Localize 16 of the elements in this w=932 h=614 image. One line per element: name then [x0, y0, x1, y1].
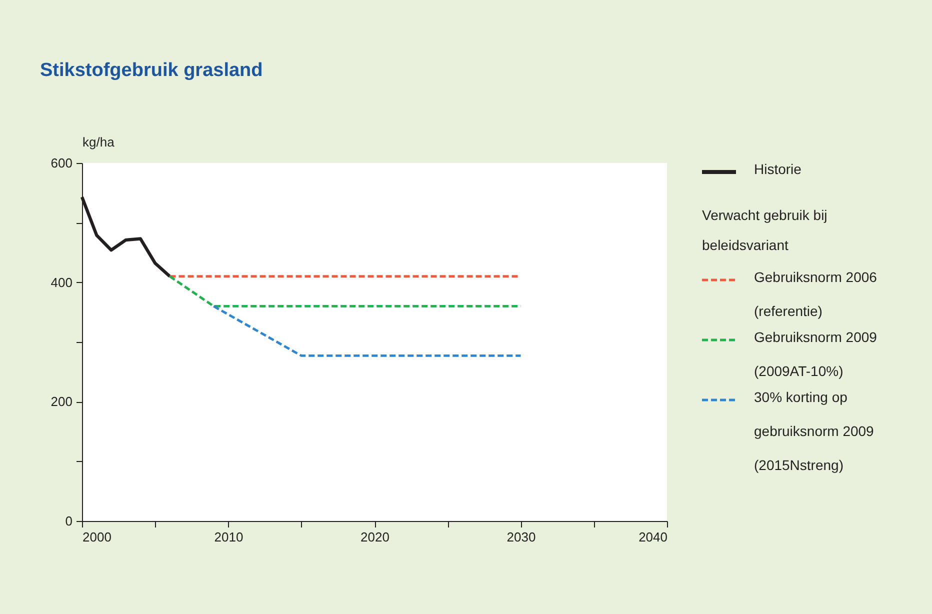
chart-title: Stikstofgebruik grasland [40, 60, 263, 82]
text: Gebruiksnorm 2009 (2009AT-10%) [754, 329, 877, 379]
y-axis-title: kg/ha [82, 134, 116, 150]
text: 30% korting op gebruiksnorm 2009 (2015Nstreng) [754, 389, 874, 473]
y-tick-label: 400 [50, 274, 72, 290]
legend-label: Historie [754, 160, 802, 179]
x-tick-label: 2040 [638, 530, 668, 544]
y-tick-label: 200 [50, 394, 72, 410]
y-tick-label: 0 [65, 514, 72, 528]
text: Gebruiksnorm 2006 (referentie) [754, 269, 877, 319]
x-tick-label: 2000 [82, 530, 112, 544]
x-tick-label: 2020 [360, 530, 390, 544]
x-tick-label: 2030 [506, 530, 536, 544]
y-tick-label: 600 [50, 156, 72, 170]
x-tick-label: 2010 [214, 530, 244, 544]
legend-title: Verwacht gebruik bij beleidsvariant [702, 206, 828, 255]
